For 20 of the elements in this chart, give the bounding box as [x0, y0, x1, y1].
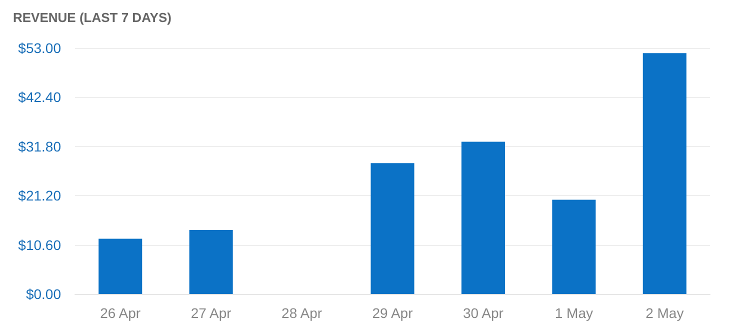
bar	[189, 230, 233, 294]
x-tick-label: 1 May	[554, 305, 593, 321]
bar	[642, 53, 686, 294]
bar	[461, 142, 505, 294]
bar	[98, 238, 142, 294]
y-tick-label: $42.40	[18, 89, 62, 106]
x-tick-label: 26 Apr	[100, 305, 141, 321]
x-tick-label: 30 Apr	[462, 305, 504, 321]
bar	[552, 200, 596, 294]
x-tick-label: 28 Apr	[282, 305, 322, 321]
y-tick-label: $21.20	[18, 188, 62, 204]
y-tick-label: $31.80	[18, 138, 62, 154]
y-tick-label: $0.00	[26, 286, 62, 302]
bar	[370, 163, 414, 294]
chart-title: REVENUE (LAST 7 DAYS)	[13, 10, 172, 25]
x-tick-label: 29 Apr	[372, 305, 414, 321]
x-tick-label: 27 Apr	[190, 305, 232, 321]
x-tick-label: 2 May	[646, 305, 684, 321]
y-tick-label: $10.60	[18, 236, 62, 253]
y-tick-label: $53.00	[18, 40, 62, 56]
